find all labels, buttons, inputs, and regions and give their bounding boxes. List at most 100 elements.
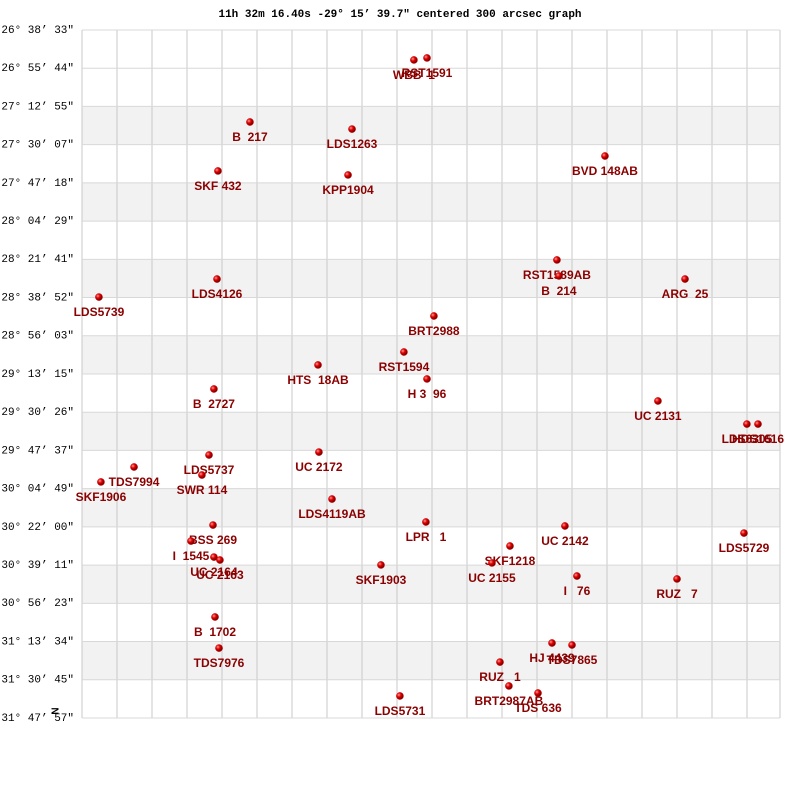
y-tick-label: -30° 22’ 00" bbox=[0, 522, 74, 534]
star bbox=[654, 397, 662, 405]
star bbox=[548, 639, 556, 647]
star bbox=[553, 256, 561, 264]
star-label: H 3 96 bbox=[408, 387, 447, 401]
star bbox=[246, 118, 254, 126]
star-label: TDS 636 bbox=[514, 701, 562, 715]
star-label: RST1594 bbox=[379, 360, 430, 374]
row-band bbox=[82, 259, 780, 298]
star-label: UC 2164 bbox=[190, 565, 238, 579]
y-tick-label: -30° 56’ 23" bbox=[0, 598, 74, 610]
star bbox=[423, 54, 431, 62]
star-label: BSS 269 bbox=[189, 533, 237, 547]
star-label: KPP1904 bbox=[322, 183, 374, 197]
star-label: SKF1903 bbox=[356, 573, 407, 587]
y-tick-label: -28° 04’ 29" bbox=[0, 216, 74, 228]
star-label: LPR 1 bbox=[406, 530, 447, 544]
star-label: UC 2142 bbox=[541, 534, 589, 548]
star bbox=[209, 521, 217, 529]
star bbox=[673, 575, 681, 583]
y-tick-label: -29° 47’ 37" bbox=[0, 445, 74, 457]
star bbox=[601, 152, 609, 160]
star-label: RUZ 1 bbox=[479, 670, 521, 684]
y-tick-label: -31° 47’ 57" bbox=[0, 713, 74, 725]
star-label: TDS7994 bbox=[109, 475, 160, 489]
star bbox=[430, 312, 438, 320]
star bbox=[743, 420, 751, 428]
star-label: SKF 432 bbox=[194, 179, 242, 193]
row-band bbox=[82, 335, 780, 374]
star-label: BRT2988 bbox=[408, 324, 460, 338]
star-label: LDS1263 bbox=[327, 137, 378, 151]
star-label: LDS5731 bbox=[375, 704, 426, 718]
y-tick-label: -29° 30’ 26" bbox=[0, 407, 74, 419]
star-label: LDS5737 bbox=[184, 463, 235, 477]
star bbox=[506, 542, 514, 550]
star bbox=[681, 275, 689, 283]
star-label: UC 2163 bbox=[196, 568, 244, 582]
star bbox=[348, 125, 356, 133]
star bbox=[314, 361, 322, 369]
star bbox=[214, 167, 222, 175]
y-tick-label: -27° 47’ 18" bbox=[0, 178, 74, 190]
star bbox=[400, 348, 408, 356]
star bbox=[216, 556, 224, 564]
star bbox=[215, 644, 223, 652]
star-label: TDS7976 bbox=[194, 656, 245, 670]
row-band bbox=[82, 106, 780, 145]
y-tick-label: -31° 30’ 45" bbox=[0, 675, 74, 687]
star bbox=[377, 561, 385, 569]
star-label: HDS1616 bbox=[732, 432, 784, 446]
star-label: BRT2987AB bbox=[475, 694, 544, 708]
star bbox=[187, 537, 195, 545]
star-label: BVD 148AB bbox=[572, 164, 638, 178]
row-band bbox=[82, 412, 780, 451]
star bbox=[130, 463, 138, 471]
compass-north: N bbox=[51, 707, 62, 714]
star bbox=[754, 420, 762, 428]
star bbox=[573, 572, 581, 580]
star-label: LDS4119AB bbox=[298, 507, 366, 521]
star-label: RST1591 bbox=[402, 66, 453, 80]
star bbox=[213, 275, 221, 283]
y-tick-label: -28° 21’ 41" bbox=[0, 254, 74, 266]
star bbox=[488, 559, 496, 567]
row-band bbox=[82, 641, 780, 680]
star bbox=[315, 448, 323, 456]
y-tick-label: -30° 04’ 49" bbox=[0, 484, 74, 496]
star-label: LDS5729 bbox=[719, 541, 770, 555]
star bbox=[534, 689, 542, 697]
y-tick-label: -28° 38’ 52" bbox=[0, 292, 74, 304]
star-label: LDS6305 bbox=[722, 432, 773, 446]
row-band bbox=[82, 488, 780, 527]
star-label: UC 2172 bbox=[295, 460, 343, 474]
star-label: SWR 114 bbox=[177, 483, 228, 497]
star bbox=[198, 471, 206, 479]
star-label: B 2727 bbox=[193, 397, 235, 411]
star bbox=[97, 478, 105, 486]
star-label: B 217 bbox=[232, 130, 268, 144]
star-label: UC 2131 bbox=[634, 409, 682, 423]
star bbox=[95, 293, 103, 301]
star bbox=[410, 56, 418, 64]
star-label: HJ 4439 bbox=[529, 651, 575, 665]
star bbox=[210, 385, 218, 393]
y-tick-label: -29° 13’ 15" bbox=[0, 369, 74, 381]
star bbox=[496, 658, 504, 666]
y-tick-label: -26° 38’ 33" bbox=[0, 25, 74, 37]
chart-title: 11h 32m 16.40s -29° 15’ 39.7" centered 3… bbox=[218, 9, 581, 21]
star-label: TDS7865 bbox=[547, 653, 598, 667]
y-tick-label: -31° 13’ 34" bbox=[0, 636, 74, 648]
star bbox=[422, 518, 430, 526]
star bbox=[561, 522, 569, 530]
star bbox=[423, 375, 431, 383]
star bbox=[505, 682, 513, 690]
star-label: LDS4126 bbox=[192, 287, 243, 301]
star bbox=[344, 171, 352, 179]
y-tick-label: -28° 56’ 03" bbox=[0, 331, 74, 343]
star-label: I 76 bbox=[564, 584, 591, 598]
star bbox=[555, 272, 563, 280]
star-label: RUZ 7 bbox=[656, 587, 698, 601]
star bbox=[211, 613, 219, 621]
star bbox=[205, 451, 213, 459]
